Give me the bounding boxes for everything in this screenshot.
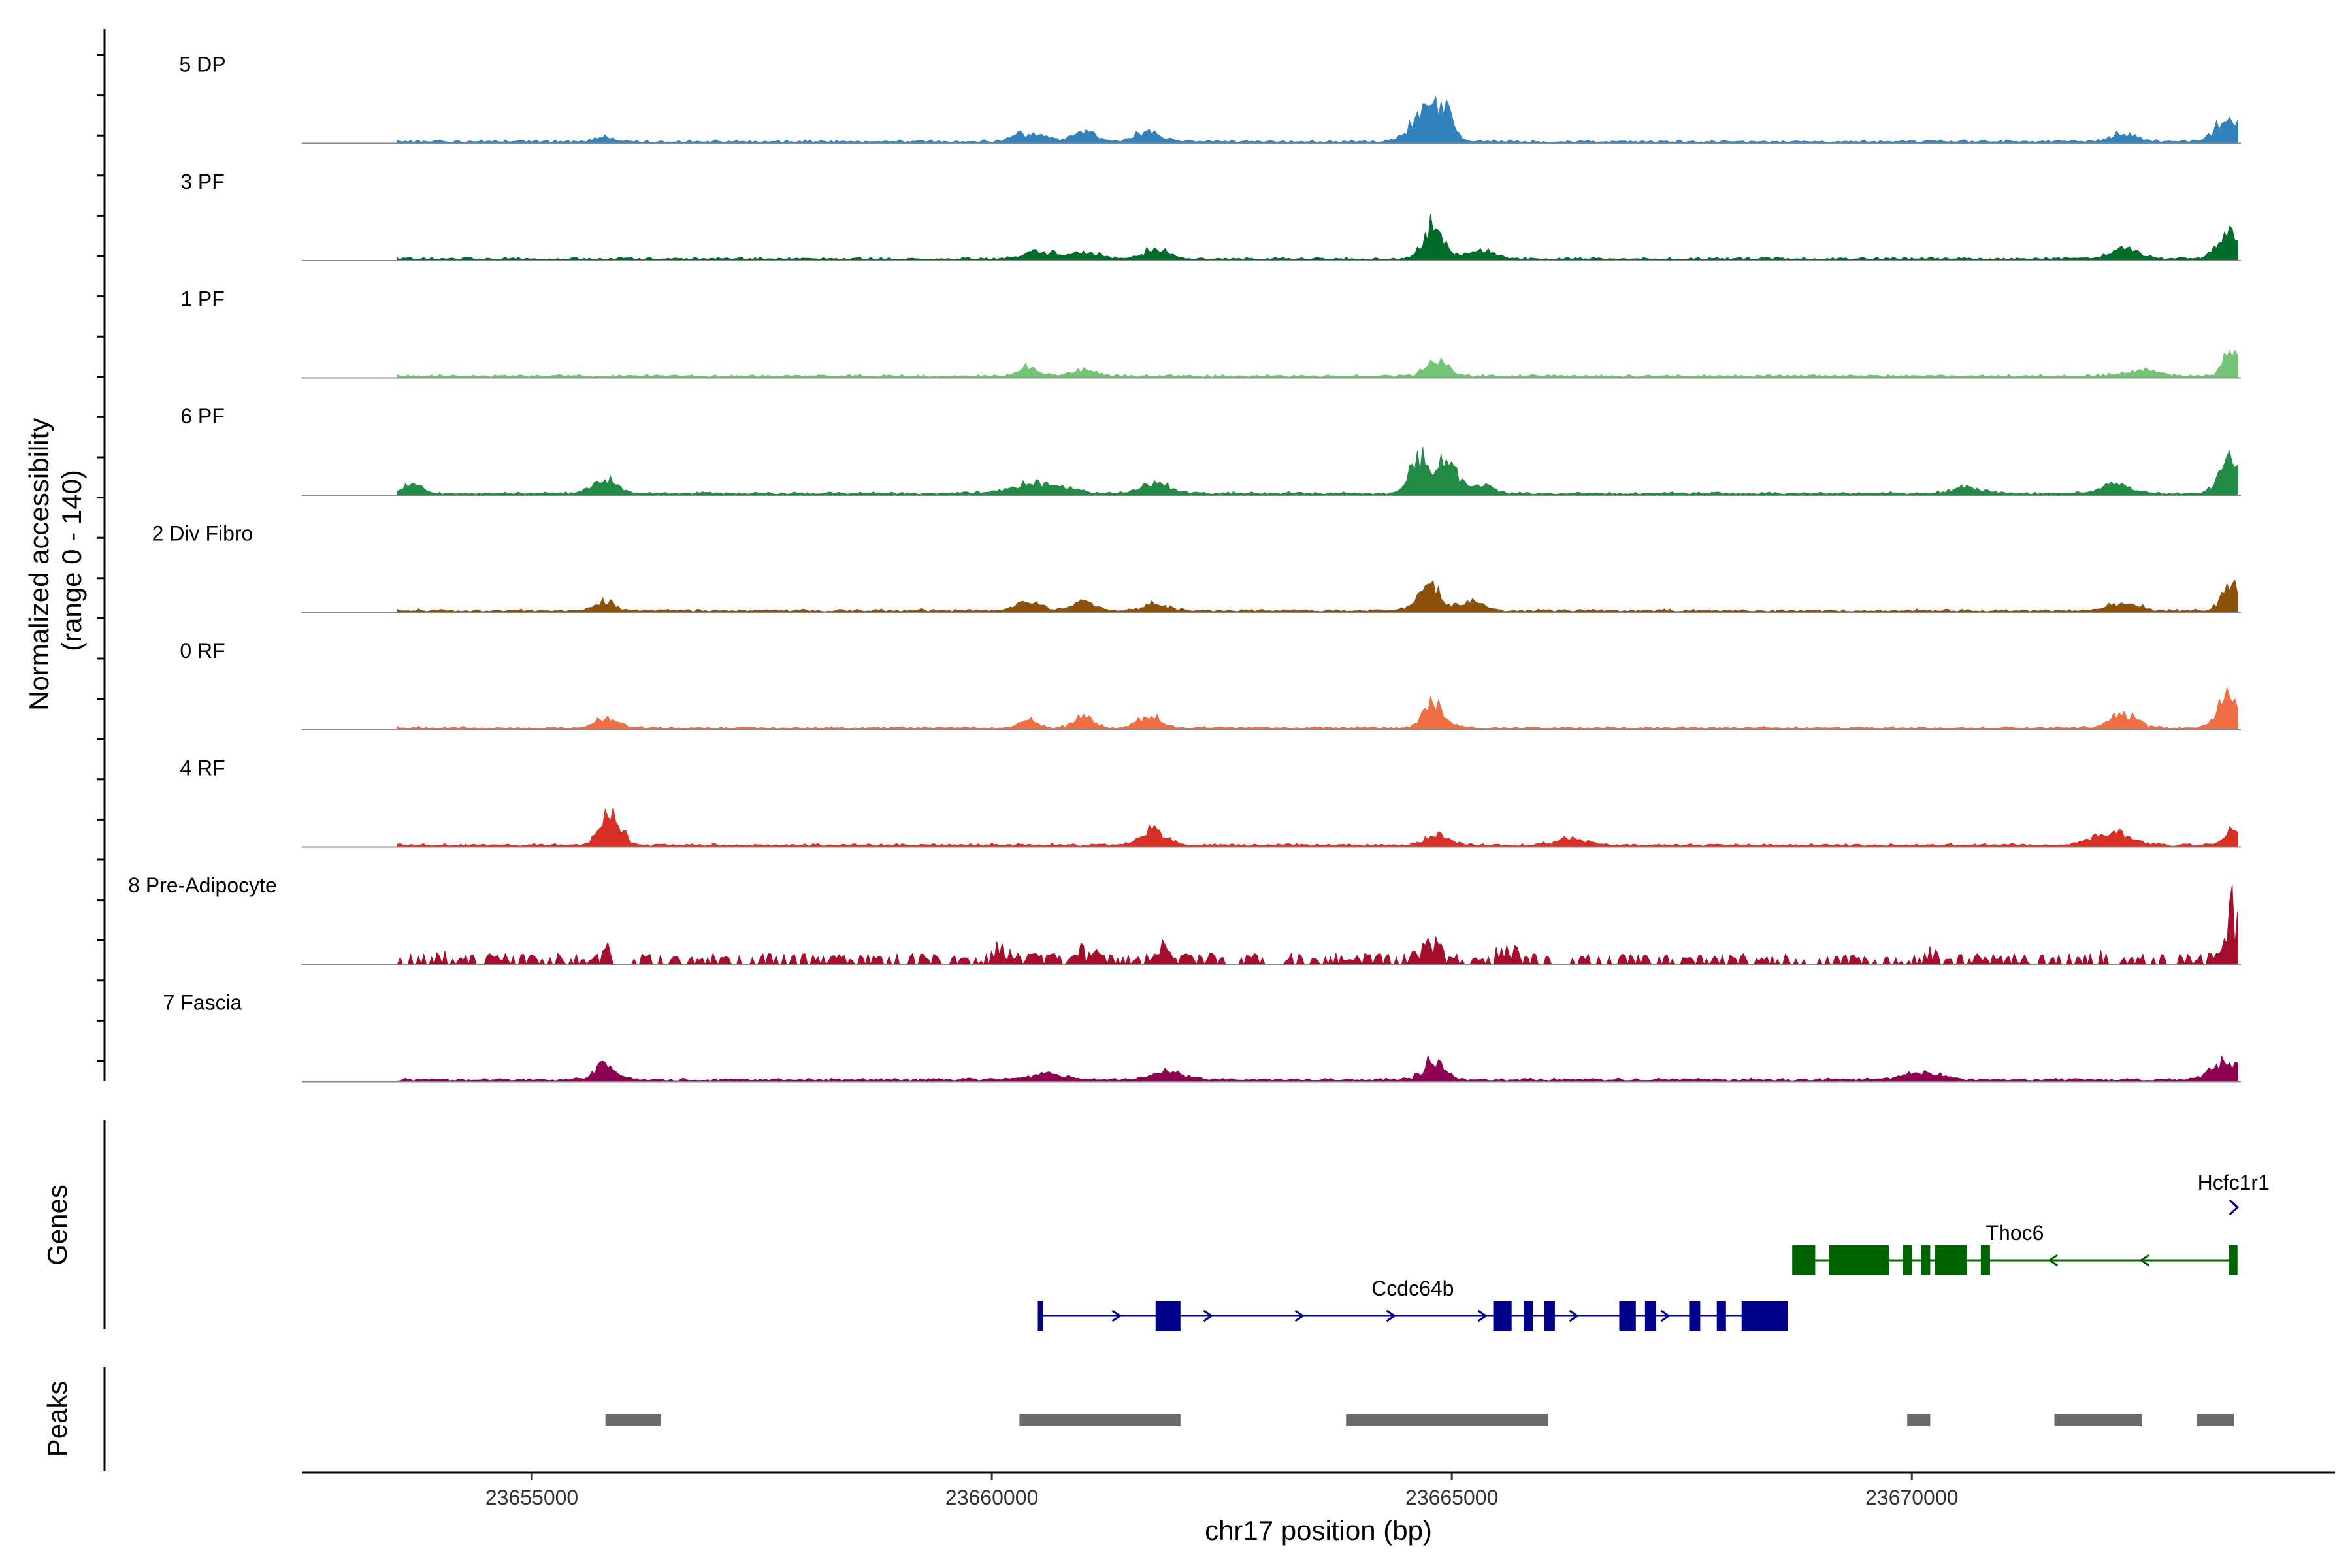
track-label: 6 PF <box>180 404 225 428</box>
track-1-pf: 1 PF <box>180 287 2241 379</box>
gene-hcfc1r1: Hcfc1r1 <box>2198 1171 2270 1216</box>
exon <box>1935 1245 1967 1275</box>
coverage-area <box>397 687 2238 730</box>
peak-region <box>1019 1414 1181 1426</box>
exon <box>1155 1301 1181 1331</box>
track-8-pre-adipocyte: 8 Pre-Adipocyte <box>128 874 2241 966</box>
strand-arrow <box>1569 1309 1580 1322</box>
x-tick-label: 23670000 <box>1865 1486 1958 1509</box>
exon <box>1493 1301 1512 1331</box>
x-tick-label: 23655000 <box>485 1486 578 1509</box>
track-7-fascia: 7 Fascia <box>163 991 2241 1083</box>
gene-label: Thoc6 <box>1985 1221 2044 1245</box>
coverage-area <box>397 1054 2238 1082</box>
exon <box>1037 1301 1043 1331</box>
x-axis-title: chr17 position (bp) <box>1205 1515 1432 1546</box>
strand-arrow <box>1660 1309 1671 1322</box>
x-axis-ticks: 23655000 23660000 23665000 23670000 <box>485 1473 1958 1509</box>
strand-arrow <box>2229 1199 2239 1216</box>
strand-arrow <box>1386 1309 1397 1322</box>
track-label: 0 RF <box>180 639 225 662</box>
gene-ccdc64b: Ccdc64b <box>1037 1277 1788 1331</box>
strand-arrow <box>1294 1309 1305 1322</box>
peak-region <box>1346 1414 1549 1426</box>
track-4-rf: 4 RF <box>180 757 2241 848</box>
exon <box>2229 1245 2238 1275</box>
y-axis-title-line-2: (range 0 - 140) <box>56 470 87 651</box>
exon <box>1980 1245 1990 1275</box>
y-axis-title: Normalized accessibility (range 0 - 140) <box>24 410 87 711</box>
coverage-tracks: 5 DP 3 PF 1 PF 6 PF 2 Div Fibro 0 RF 4 RF 8 Pre… <box>128 53 2241 1083</box>
track-label: 8 Pre-Adipocyte <box>128 874 277 897</box>
peak-regions <box>605 1414 2234 1426</box>
track-6-pf: 6 PF <box>180 404 2241 496</box>
gene-label: Ccdc64b <box>1371 1277 1454 1300</box>
coverage-area <box>397 807 2238 847</box>
exon <box>1619 1301 1636 1331</box>
strand-arrow <box>2139 1254 2150 1267</box>
exon <box>1829 1245 1889 1275</box>
gene-annotations: Hcfc1r1 Thoc6 Ccdc64b <box>1037 1171 2270 1331</box>
exon <box>1644 1301 1656 1331</box>
track-label: 4 RF <box>180 757 225 780</box>
coverage-area <box>397 350 2238 378</box>
exon <box>1716 1301 1726 1331</box>
track-label: 3 PF <box>180 170 225 193</box>
peak-region <box>2197 1414 2234 1426</box>
exon <box>1689 1301 1701 1331</box>
strand-arrow <box>1203 1309 1214 1322</box>
y-axis-title-line-1: Normalized accessibility <box>24 418 54 711</box>
coverage-area <box>397 214 2238 261</box>
exon <box>1792 1245 1816 1275</box>
track-label: 7 Fascia <box>163 991 242 1015</box>
peak-region <box>2054 1414 2142 1426</box>
coverage-area <box>397 884 2238 966</box>
coverage-area <box>397 446 2238 496</box>
strand-arrow <box>2048 1254 2059 1267</box>
exon <box>1543 1301 1555 1331</box>
x-axis: 23655000 23660000 23665000 23670000 chr17 p… <box>302 1471 2335 1546</box>
peak-region <box>605 1414 661 1426</box>
track-0-rf: 0 RF <box>180 639 2241 730</box>
track-5-dp: 5 DP <box>179 53 2241 144</box>
y-axis <box>97 29 106 1081</box>
genes-panel-title: Genes <box>42 1184 73 1266</box>
peak-region <box>1907 1414 1931 1426</box>
peaks-panel: Peaks <box>42 1367 2234 1471</box>
x-tick-label: 23665000 <box>1405 1486 1498 1509</box>
exon <box>1921 1245 1931 1275</box>
exon <box>1524 1301 1533 1331</box>
track-3-pf: 3 PF <box>180 170 2241 261</box>
coverage-area <box>397 96 2238 144</box>
track-label: 1 PF <box>180 287 225 311</box>
track-label: 5 DP <box>179 53 225 76</box>
peaks-panel-title: Peaks <box>42 1381 73 1458</box>
x-tick-label: 23660000 <box>945 1486 1038 1509</box>
exon <box>1741 1301 1788 1331</box>
exon <box>1903 1245 1912 1275</box>
gene-label: Hcfc1r1 <box>2198 1171 2270 1194</box>
strand-arrow <box>1477 1309 1488 1322</box>
gene-thoc6: Thoc6 <box>1792 1221 2238 1275</box>
track-2-div-fibro: 2 Div Fibro <box>152 522 2241 613</box>
coverage-area <box>397 579 2238 613</box>
strand-arrow <box>1111 1309 1122 1322</box>
genes-panel: Genes Hcfc1r1 Thoc6 Ccdc64b <box>42 1120 2270 1331</box>
track-label: 2 Div Fibro <box>152 522 253 546</box>
